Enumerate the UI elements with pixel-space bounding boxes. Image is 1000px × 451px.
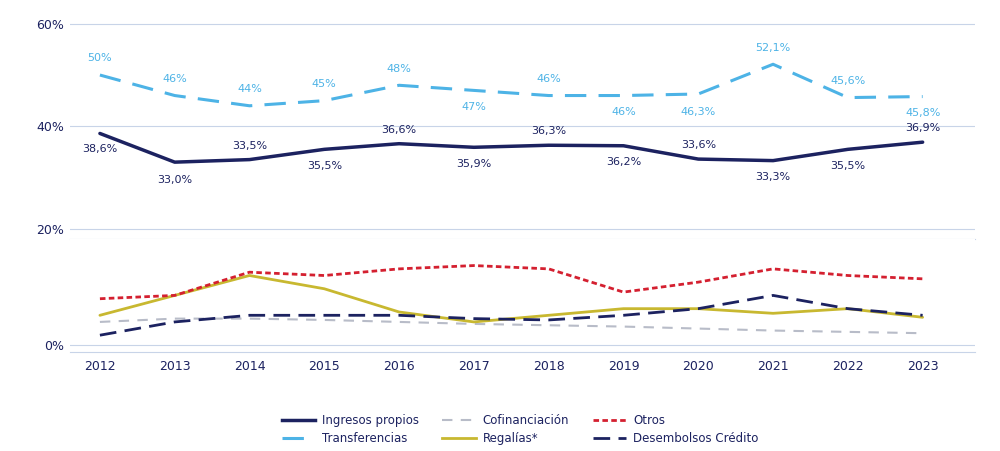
Text: 45,8%: 45,8% — [905, 108, 940, 118]
Text: 33,5%: 33,5% — [232, 141, 267, 151]
Text: 33,6%: 33,6% — [681, 140, 716, 150]
Text: 35,5%: 35,5% — [307, 161, 342, 171]
Text: 36,9%: 36,9% — [905, 123, 940, 133]
Text: 36,6%: 36,6% — [382, 125, 417, 135]
Text: 46%: 46% — [611, 107, 636, 117]
Text: 50%: 50% — [88, 53, 112, 63]
Text: 33,3%: 33,3% — [755, 172, 791, 182]
Text: 35,9%: 35,9% — [456, 159, 492, 169]
Text: 46,3%: 46,3% — [681, 107, 716, 117]
Legend: Ingresos propios, Transferencias, Cofinanciación, Regalías*, Otros, Desembolsos : Ingresos propios, Transferencias, Cofina… — [277, 410, 763, 450]
Text: 36,3%: 36,3% — [531, 126, 566, 136]
Text: 33,0%: 33,0% — [157, 175, 192, 185]
Text: 48%: 48% — [387, 64, 412, 74]
Text: 45,6%: 45,6% — [830, 76, 865, 86]
Text: 36,2%: 36,2% — [606, 157, 641, 167]
Text: 47%: 47% — [461, 102, 486, 112]
Text: 46%: 46% — [536, 74, 561, 84]
Text: 52,1%: 52,1% — [755, 42, 791, 53]
Text: 44%: 44% — [237, 84, 262, 94]
Text: 35,5%: 35,5% — [830, 161, 865, 171]
Text: 38,6%: 38,6% — [82, 144, 118, 154]
Text: 46%: 46% — [162, 74, 187, 84]
Text: 45%: 45% — [312, 79, 337, 89]
